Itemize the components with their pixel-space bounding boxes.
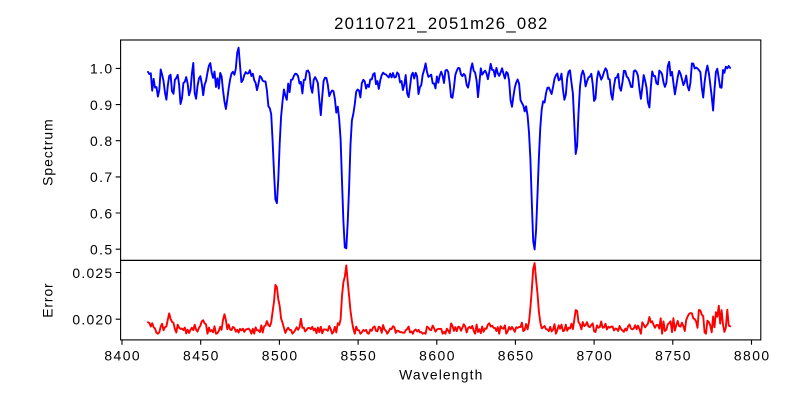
svg-text:0.020: 0.020: [72, 312, 112, 328]
svg-text:0.6: 0.6: [90, 205, 112, 221]
svg-text:8700: 8700: [576, 348, 612, 364]
svg-text:1.0: 1.0: [90, 61, 112, 77]
svg-text:8500: 8500: [262, 348, 298, 364]
svg-text:Wavelength: Wavelength: [399, 366, 482, 382]
svg-text:0.5: 0.5: [90, 242, 112, 258]
svg-text:20110721_2051m26_082: 20110721_2051m26_082: [334, 14, 547, 33]
svg-text:8600: 8600: [419, 348, 455, 364]
svg-text:8800: 8800: [734, 348, 770, 364]
svg-text:Error: Error: [40, 283, 56, 318]
svg-text:8650: 8650: [498, 348, 534, 364]
svg-text:Spectrum: Spectrum: [40, 119, 56, 186]
svg-text:8550: 8550: [340, 348, 376, 364]
svg-text:8400: 8400: [104, 348, 140, 364]
svg-text:0.8: 0.8: [90, 133, 112, 149]
svg-text:8450: 8450: [183, 348, 219, 364]
svg-text:0.9: 0.9: [90, 97, 112, 113]
svg-text:0.7: 0.7: [90, 169, 112, 185]
svg-text:0.025: 0.025: [72, 265, 112, 281]
svg-text:8750: 8750: [655, 348, 691, 364]
